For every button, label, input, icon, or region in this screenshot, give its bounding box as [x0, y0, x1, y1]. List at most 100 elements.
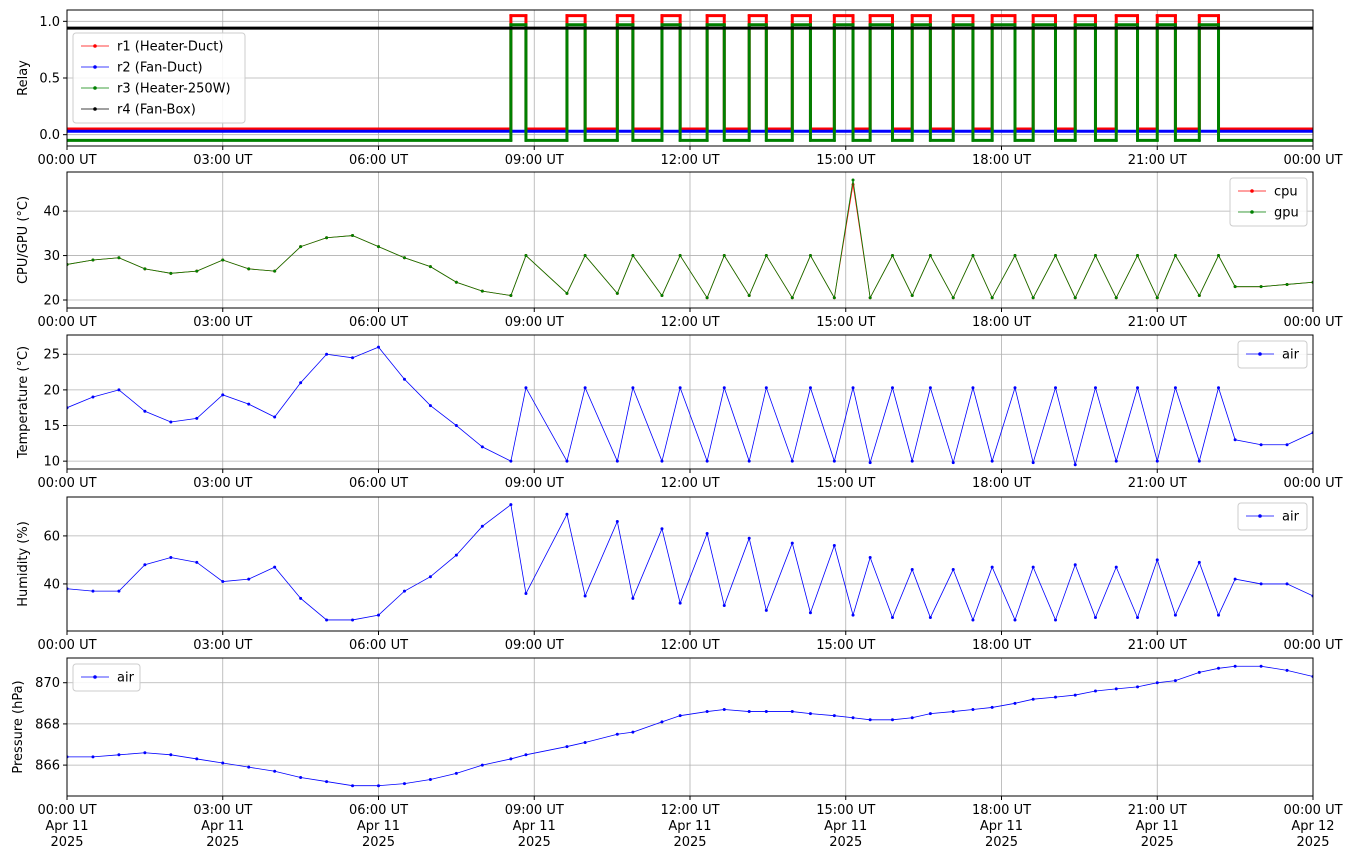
data-point [971, 386, 975, 390]
x-tick-label-line: 21:00 UT [1128, 803, 1187, 818]
x-tick-label: 00:00 UT Apr 12 2025 [1283, 803, 1342, 850]
data-point [454, 280, 458, 284]
data-point [790, 23, 794, 27]
data-point [299, 381, 303, 385]
x-tick-label: 00:00 UT [37, 153, 96, 168]
data-point [971, 707, 975, 711]
data-point [351, 356, 355, 360]
data-point [1155, 23, 1159, 27]
data-point [117, 256, 121, 260]
x-tick-label: 21:00 UT Apr 11 2025 [1128, 803, 1187, 850]
data-point [790, 14, 794, 18]
data-point [678, 26, 682, 30]
data-point [890, 23, 894, 27]
data-point [1136, 254, 1140, 258]
x-tick-label: 00:00 UT [37, 638, 96, 653]
data-point [851, 716, 855, 720]
data-point [169, 420, 173, 424]
subplot: 00:00 UT 03:00 UT 06:00 UT 09:00 UT 12:00 UT… [16, 334, 1343, 491]
x-tick-label-line: Apr 11 [980, 819, 1023, 834]
data-point [1031, 14, 1035, 18]
data-point [1073, 563, 1077, 567]
data-point [524, 138, 528, 142]
data-point [851, 613, 855, 617]
data-point [764, 23, 768, 27]
y-tick-label: 868 [35, 717, 60, 732]
data-point [1053, 26, 1057, 30]
legend-marker [93, 107, 97, 111]
data-point [273, 769, 277, 773]
data-point [1155, 296, 1159, 300]
data-point [910, 138, 914, 142]
data-point [351, 618, 355, 622]
legend: cpu gpu [1229, 177, 1308, 227]
data-point [583, 138, 587, 142]
data-point [1217, 26, 1221, 30]
data-point [747, 26, 751, 30]
data-point [402, 377, 406, 381]
data-point [722, 26, 726, 30]
data-point [428, 778, 432, 782]
x-tick-label-line: 2025 [50, 835, 83, 850]
data-point [990, 26, 994, 30]
data-point [747, 294, 751, 298]
data-point [1173, 14, 1177, 18]
y-tick-label: 20 [43, 383, 60, 398]
data-point [808, 14, 812, 18]
legend-marker [1250, 189, 1254, 193]
data-point [169, 753, 173, 757]
data-point [808, 138, 812, 142]
data-point [1155, 558, 1159, 562]
data-point [1136, 616, 1140, 620]
data-point [1173, 254, 1177, 258]
data-point [631, 386, 635, 390]
data-point [808, 254, 812, 258]
data-point [1013, 254, 1017, 258]
data-point [790, 26, 794, 30]
data-point [615, 26, 619, 30]
data-point [195, 416, 199, 420]
data-point [1197, 294, 1201, 298]
legend: air [72, 663, 141, 692]
data-point [631, 14, 635, 18]
data-point [631, 138, 635, 142]
data-point [868, 26, 872, 30]
data-point [143, 751, 147, 755]
data-point [1217, 23, 1221, 27]
data-point [1013, 701, 1017, 705]
subplot: 00:00 UT 03:00 UT 06:00 UT 09:00 UT 12:00 UT… [16, 496, 1343, 653]
data-point [890, 14, 894, 18]
data-point [428, 404, 432, 408]
data-point [1053, 254, 1057, 258]
data-point [928, 138, 932, 142]
data-point [851, 23, 855, 27]
legend-box [1237, 502, 1308, 531]
data-point [91, 395, 95, 399]
x-tick-label: 18:00 UT [972, 638, 1031, 653]
data-point [990, 705, 994, 709]
y-tick-label: 1.0 [39, 15, 60, 30]
data-point [169, 271, 173, 275]
data-point [428, 575, 432, 579]
data-point [1114, 23, 1118, 27]
data-point [910, 568, 914, 572]
y-axis-label: Relay [16, 60, 31, 96]
data-point [764, 608, 768, 612]
data-point [195, 560, 199, 564]
data-point [273, 565, 277, 569]
x-tick-label: 09:00 UT [505, 153, 564, 168]
x-tick-label: 15:00 UT [816, 153, 875, 168]
data-point [1093, 386, 1097, 390]
data-point [1053, 618, 1057, 622]
subplot: 00:00 UT 03:00 UT 06:00 UT 09:00 UT 12:00 UT… [16, 9, 1343, 168]
data-point [143, 267, 147, 271]
data-point [1217, 666, 1221, 670]
data-point [764, 710, 768, 714]
data-point [1073, 463, 1077, 467]
x-tick-label: 21:00 UT [1128, 315, 1187, 330]
data-point [91, 589, 95, 593]
data-point [524, 14, 528, 18]
data-point [615, 459, 619, 463]
data-point [480, 445, 484, 449]
data-point [1136, 26, 1140, 30]
